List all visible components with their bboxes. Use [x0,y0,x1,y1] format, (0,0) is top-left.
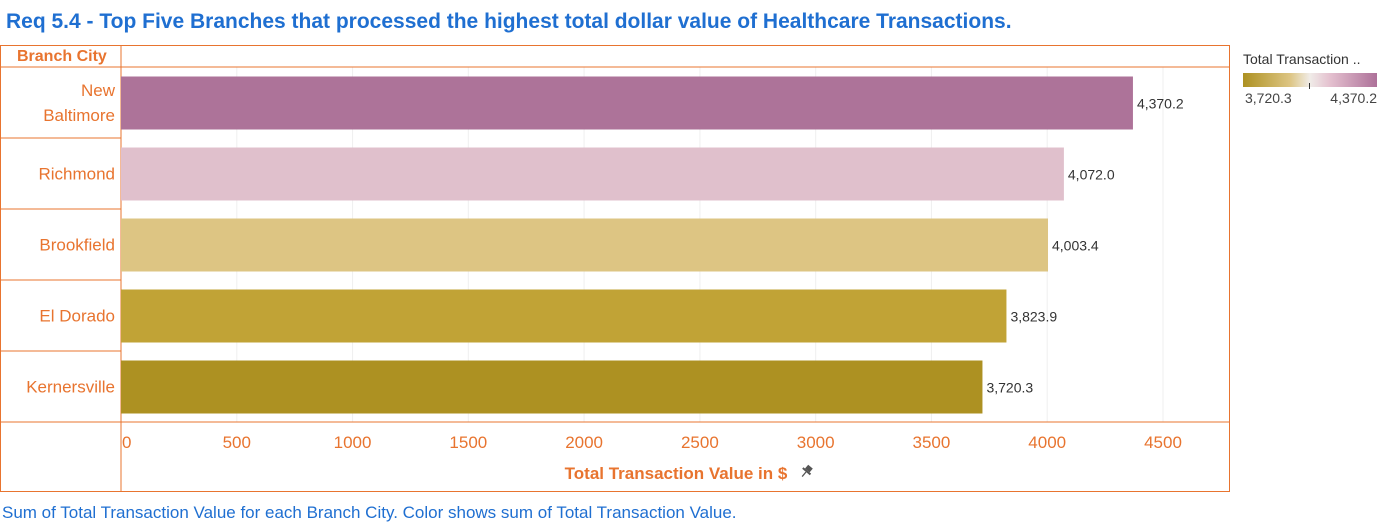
bar-0 [121,76,1133,130]
category-label: Brookfield [39,236,115,255]
category-label-line: Baltimore [43,106,115,125]
x-tick-label: 1000 [334,433,372,452]
chart-frame [0,45,1230,492]
value-label: 4,003.4 [1052,238,1099,254]
legend-title: Total Transaction .. [1243,51,1361,67]
x-tick-label: 3000 [797,433,835,452]
pin-icon [801,464,813,478]
bar-2 [121,218,1049,272]
category-label: New Baltimore [43,81,116,125]
bar-1 [121,147,1064,201]
legend-gradient [1243,73,1377,89]
category-label-line: El Dorado [39,307,115,326]
category-label-line: Brookfield [39,236,115,255]
bar-4 [121,360,983,414]
legend-max-label: 4,370.2 [1330,90,1377,106]
value-label: 4,370.2 [1137,96,1184,112]
x-tick-label: 2000 [565,433,603,452]
row-header-label: Branch City [17,48,107,65]
x-tick-label: 4000 [1028,433,1066,452]
category-label-line: New [81,81,116,100]
chart-title: Req 5.4 - Top Five Branches that process… [6,10,1012,33]
x-tick-label: 0 [122,433,131,452]
chart-caption: Sum of Total Transaction Value for each … [2,503,737,522]
legend-min-label: 3,720.3 [1245,90,1292,106]
category-label: El Dorado [39,307,115,326]
bar-3 [121,289,1007,343]
value-label: 3,823.9 [1010,309,1057,325]
value-label: 3,720.3 [986,380,1033,396]
x-tick-label: 2500 [681,433,719,452]
category-label-line: Kernersville [26,378,115,397]
category-label: Richmond [38,165,115,184]
bar-chart: Branch City New Baltimore 4,370.2 Richmond 4,… [0,45,1230,492]
value-label: 4,072.0 [1068,167,1115,183]
category-label-line: Richmond [38,165,115,184]
x-tick-label: 1500 [449,433,487,452]
category-label: Kernersville [26,378,115,397]
x-axis-title: Total Transaction Value in $ [565,464,788,483]
color-legend: Total Transaction .. 3,720.3 4,370.2 [1243,51,1383,108]
x-tick-label: 500 [223,433,251,452]
legend-tick [1309,83,1310,89]
x-tick-label: 3500 [913,433,951,452]
x-tick-label: 4500 [1144,433,1182,452]
